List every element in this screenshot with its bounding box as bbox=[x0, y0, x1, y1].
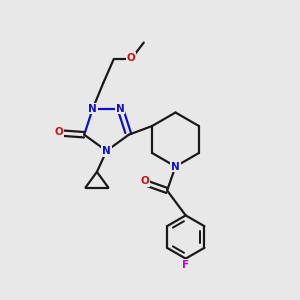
Text: F: F bbox=[182, 260, 189, 270]
Text: O: O bbox=[54, 127, 63, 137]
Text: N: N bbox=[116, 103, 124, 114]
Text: O: O bbox=[140, 176, 149, 187]
Text: N: N bbox=[102, 146, 111, 156]
Text: O: O bbox=[127, 53, 136, 63]
Text: N: N bbox=[171, 161, 180, 172]
Text: N: N bbox=[88, 103, 97, 114]
